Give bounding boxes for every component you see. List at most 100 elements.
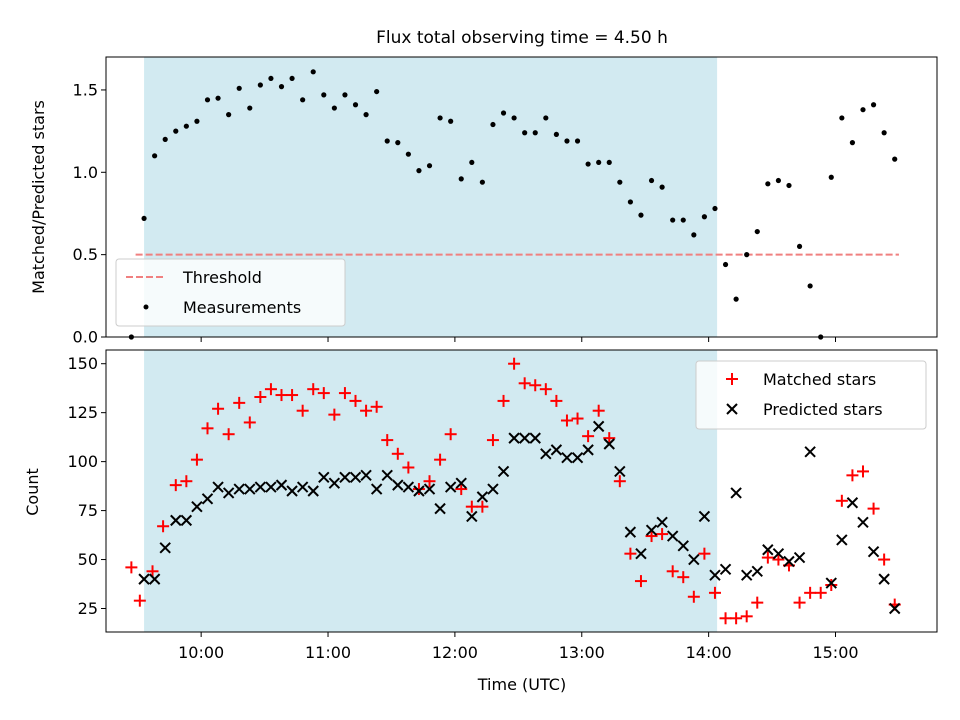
matched-star-point (338, 387, 351, 400)
measurement-point (680, 217, 686, 223)
measurement-point (469, 159, 475, 166)
count-y-axis-label: Count (23, 468, 42, 516)
matched-star-point (666, 565, 679, 578)
matched-star-point (772, 553, 785, 566)
legend-predicted-label: Predicted stars (763, 400, 883, 419)
measurement-point (712, 205, 718, 212)
matched-star-point (878, 553, 891, 566)
matched-star-point (719, 612, 732, 625)
predicted-star-point (212, 481, 224, 493)
matched-star-point (677, 571, 690, 584)
matched-star-point (761, 551, 774, 564)
matched-star-point (603, 432, 616, 445)
measurement-point (807, 283, 813, 289)
predicted-star-point (635, 547, 647, 560)
predicted-star-point (328, 477, 341, 489)
matched-star-point (751, 596, 764, 609)
matched-star-point (634, 575, 647, 588)
predicted-star-point (645, 524, 658, 536)
matched-star-point (222, 428, 235, 441)
matched-star-point (180, 475, 193, 488)
predicted-star-point (561, 452, 573, 464)
measurement-point (532, 130, 538, 136)
count-y-tick-label: 125 (67, 403, 98, 422)
measurement-point (691, 232, 697, 238)
predicted-star-point (762, 544, 774, 556)
predicted-star-point (836, 534, 848, 546)
ratio-y-tick-label: 1.0 (73, 163, 98, 182)
measurement-point (596, 159, 602, 166)
measurement-point (352, 102, 359, 108)
predicted-star-point (275, 479, 288, 491)
predicted-star-point (656, 516, 668, 529)
matched-star-point (328, 408, 341, 421)
measurement-point (183, 123, 189, 129)
count-legend: Matched stars Predicted stars (695, 360, 927, 430)
measurement-point (152, 153, 158, 159)
measurement-point (828, 174, 834, 180)
matched-star-point (698, 547, 711, 560)
matched-star-point (793, 596, 806, 609)
measurement-point (606, 159, 612, 166)
ratio-y-ticks: 0.0 0.5 1.0 1.5 (73, 80, 106, 347)
count-marks (125, 357, 901, 625)
chart-title: Flux total observing time = 4.50 h (376, 28, 668, 48)
matched-star-point (550, 394, 563, 407)
measurement-point (194, 118, 200, 124)
predicted-star-point (730, 487, 742, 499)
predicted-star-point (265, 481, 277, 493)
legend-threshold-label: Threshold (182, 268, 262, 287)
measurement-point (342, 92, 348, 98)
measurement-point (426, 163, 433, 169)
measurement-point (162, 136, 168, 142)
legend-matched-label: Matched stars (763, 370, 876, 389)
predicted-star-point (825, 577, 837, 589)
matched-star-point (233, 396, 246, 409)
matched-star-point (730, 612, 743, 625)
matched-star-point (846, 469, 859, 482)
predicted-star-point (751, 565, 763, 577)
predicted-star-point (793, 551, 806, 564)
count-x-tick-label: 15:00 (812, 643, 858, 662)
legend-measurements-swatch (143, 304, 149, 310)
measurement-point (310, 69, 316, 75)
matched-star-point (740, 610, 753, 623)
measurement-point (744, 252, 750, 258)
measurement-point (585, 161, 591, 167)
predicted-star-point (296, 481, 309, 493)
measurement-point (363, 112, 369, 118)
matched-star-point (412, 483, 425, 496)
predicted-star-point (360, 469, 372, 482)
matched-star-point (307, 383, 320, 396)
matched-star-point (825, 579, 838, 591)
measurement-point (648, 177, 655, 184)
predicted-star-point (740, 569, 753, 581)
count-y-tick-label: 25 (78, 599, 98, 618)
matched-star-point (370, 400, 383, 413)
measurement-point (522, 130, 528, 136)
ratio-x-ticks (200, 337, 837, 342)
measurement-point (278, 84, 285, 90)
predicted-star-point (339, 471, 351, 483)
matched-star-point (275, 389, 288, 402)
matched-star-point (656, 528, 669, 541)
measurement-point (860, 107, 866, 113)
ratio-marks (128, 69, 899, 340)
predicted-star-point (529, 432, 541, 444)
measurement-point (204, 97, 211, 103)
predicted-star-point (783, 555, 795, 568)
matched-star-point (423, 475, 436, 488)
predicted-star-point (540, 448, 552, 460)
predicted-star-point (138, 573, 150, 585)
measurement-point (479, 179, 485, 185)
measurement-point (141, 215, 147, 222)
measurement-point (395, 140, 401, 146)
predicted-star-point (857, 516, 869, 529)
count-x-tick-label: 11:00 (305, 643, 351, 662)
predicted-star-point (349, 471, 362, 483)
measurement-point (670, 217, 676, 223)
matched-star-point (254, 391, 267, 403)
predicted-star-point (719, 563, 732, 576)
matched-star-point (349, 394, 362, 407)
